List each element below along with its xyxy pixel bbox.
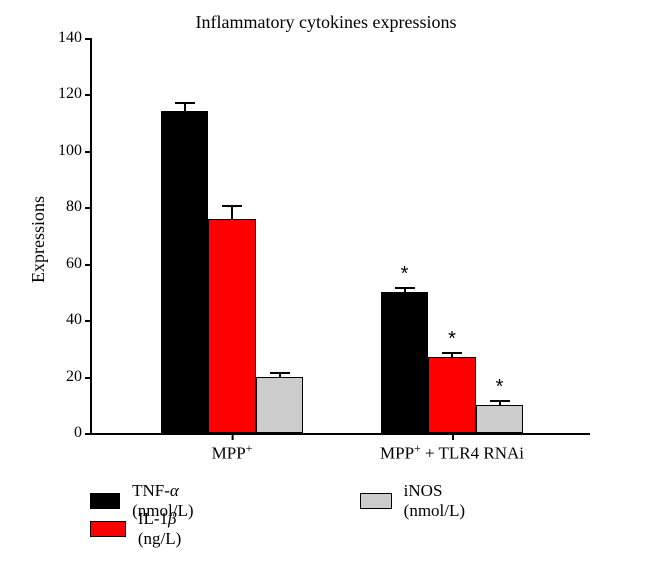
y-tick: 20 (66, 368, 92, 386)
bar-tnf (161, 111, 209, 433)
legend-item-inos: iNOS (nmol/L) (360, 490, 477, 512)
errorbar (499, 401, 501, 405)
y-tick: 120 (58, 85, 92, 103)
significance-marker: * (448, 328, 456, 351)
errorbar (404, 288, 406, 292)
significance-marker: * (401, 263, 409, 286)
bar-tnf (381, 292, 429, 433)
errorbar (231, 206, 233, 219)
y-tick: 100 (58, 142, 92, 160)
bar-inos (476, 405, 524, 433)
y-tick: 140 (58, 29, 92, 47)
y-axis-label: Expressions (28, 196, 49, 283)
legend-swatch (90, 521, 126, 537)
significance-marker: * (496, 376, 504, 399)
y-tick: 60 (66, 255, 92, 273)
y-tick: 80 (66, 198, 92, 216)
legend-swatch (360, 493, 392, 509)
x-tick: MPP+ (212, 433, 253, 464)
x-tick: MPP+ + TLR4 RNAi (380, 433, 524, 464)
y-tick: 40 (66, 311, 92, 329)
chart-figure: Inflammatory cytokines expressions 0 20 40… (0, 0, 652, 585)
bar-inos (256, 377, 304, 433)
errorbar (184, 103, 186, 111)
legend-swatch (90, 493, 120, 509)
legend-label: IL-1β (ng/L) (138, 509, 208, 549)
legend-label: iNOS (nmol/L) (404, 481, 478, 521)
chart-title: Inflammatory cytokines expressions (0, 12, 652, 33)
plot-area: 020406080100120140MPP+MPP+ + TLR4 RNAi**… (90, 40, 590, 435)
bar-il1b (208, 219, 256, 433)
y-tick: 0 (74, 424, 92, 442)
errorbar (451, 353, 453, 357)
errorbar (279, 373, 281, 376)
bar-il1b (428, 357, 476, 433)
legend-item-il1b: IL-1β (ng/L) (90, 518, 207, 540)
